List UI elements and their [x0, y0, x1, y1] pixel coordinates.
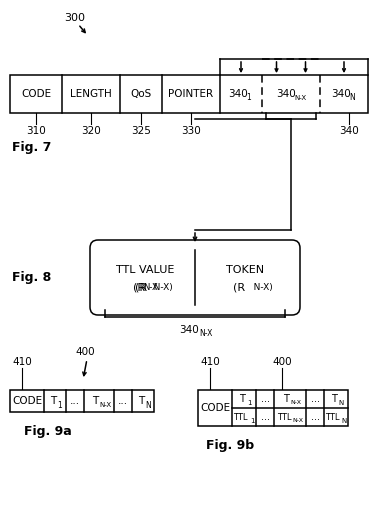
FancyBboxPatch shape: [90, 240, 300, 315]
Text: Fig. 9a: Fig. 9a: [24, 425, 72, 439]
Text: CODE: CODE: [200, 403, 230, 413]
Text: TOKEN: TOKEN: [226, 264, 264, 275]
Text: CODE: CODE: [12, 396, 42, 406]
Text: 340: 340: [179, 325, 199, 335]
Text: ...: ...: [118, 396, 128, 406]
Text: 410: 410: [12, 357, 32, 367]
Text: (R: (R: [135, 282, 147, 292]
Text: (R: (R: [233, 282, 245, 292]
Text: 1: 1: [57, 400, 62, 409]
Text: TTL: TTL: [233, 413, 247, 422]
Text: N-X): N-X): [145, 282, 173, 292]
Text: T: T: [283, 394, 289, 404]
Text: N-X: N-X: [199, 329, 213, 338]
Text: N-X: N-X: [290, 400, 301, 406]
Text: 325: 325: [131, 126, 151, 136]
Text: POINTER: POINTER: [169, 89, 214, 99]
Text: (R: (R: [133, 282, 145, 292]
Text: 340: 340: [339, 126, 359, 136]
Bar: [198, 390, 348, 426]
Text: LENGTH: LENGTH: [70, 89, 112, 99]
Text: ...: ...: [70, 396, 80, 406]
Text: ...: ...: [311, 412, 319, 422]
Text: ...: ...: [260, 394, 270, 404]
Text: N-X: N-X: [294, 95, 306, 101]
Text: ...: ...: [260, 412, 270, 422]
Text: 310: 310: [26, 126, 46, 136]
Text: T: T: [92, 396, 98, 406]
Text: 340: 340: [276, 89, 296, 99]
Text: N: N: [145, 400, 151, 409]
Text: 400: 400: [272, 357, 292, 367]
Text: Fig. 7: Fig. 7: [12, 141, 52, 155]
Text: 340: 340: [331, 89, 351, 99]
Text: N-X: N-X: [99, 402, 111, 408]
Text: N: N: [349, 93, 355, 102]
Text: 330: 330: [181, 126, 201, 136]
Text: Fig. 9b: Fig. 9b: [206, 440, 254, 452]
Text: QoS: QoS: [130, 89, 152, 99]
Text: 1: 1: [250, 418, 254, 424]
Text: 320: 320: [81, 126, 101, 136]
Text: T: T: [331, 394, 337, 404]
Text: T: T: [138, 396, 144, 406]
Bar: [10, 75, 368, 113]
Text: TTL VALUE: TTL VALUE: [116, 264, 174, 275]
Text: CODE: CODE: [21, 89, 51, 99]
Text: Fig. 8: Fig. 8: [12, 271, 52, 284]
Text: 340: 340: [228, 89, 248, 99]
Text: ...: ...: [311, 394, 319, 404]
Text: T: T: [50, 396, 56, 406]
Text: T: T: [239, 394, 245, 404]
Text: N: N: [338, 400, 344, 406]
Text: TTL: TTL: [277, 413, 291, 422]
Text: 300: 300: [64, 13, 85, 23]
Text: 1: 1: [247, 400, 251, 406]
Text: 400: 400: [75, 347, 95, 357]
Text: N-X: N-X: [293, 418, 303, 424]
Text: N-X): N-X): [245, 282, 273, 292]
Text: 1: 1: [247, 93, 251, 102]
Text: N-X: N-X: [144, 282, 159, 292]
Text: 410: 410: [200, 357, 220, 367]
Text: N: N: [341, 418, 347, 424]
Bar: [10, 390, 154, 412]
Text: TTL: TTL: [325, 413, 339, 422]
